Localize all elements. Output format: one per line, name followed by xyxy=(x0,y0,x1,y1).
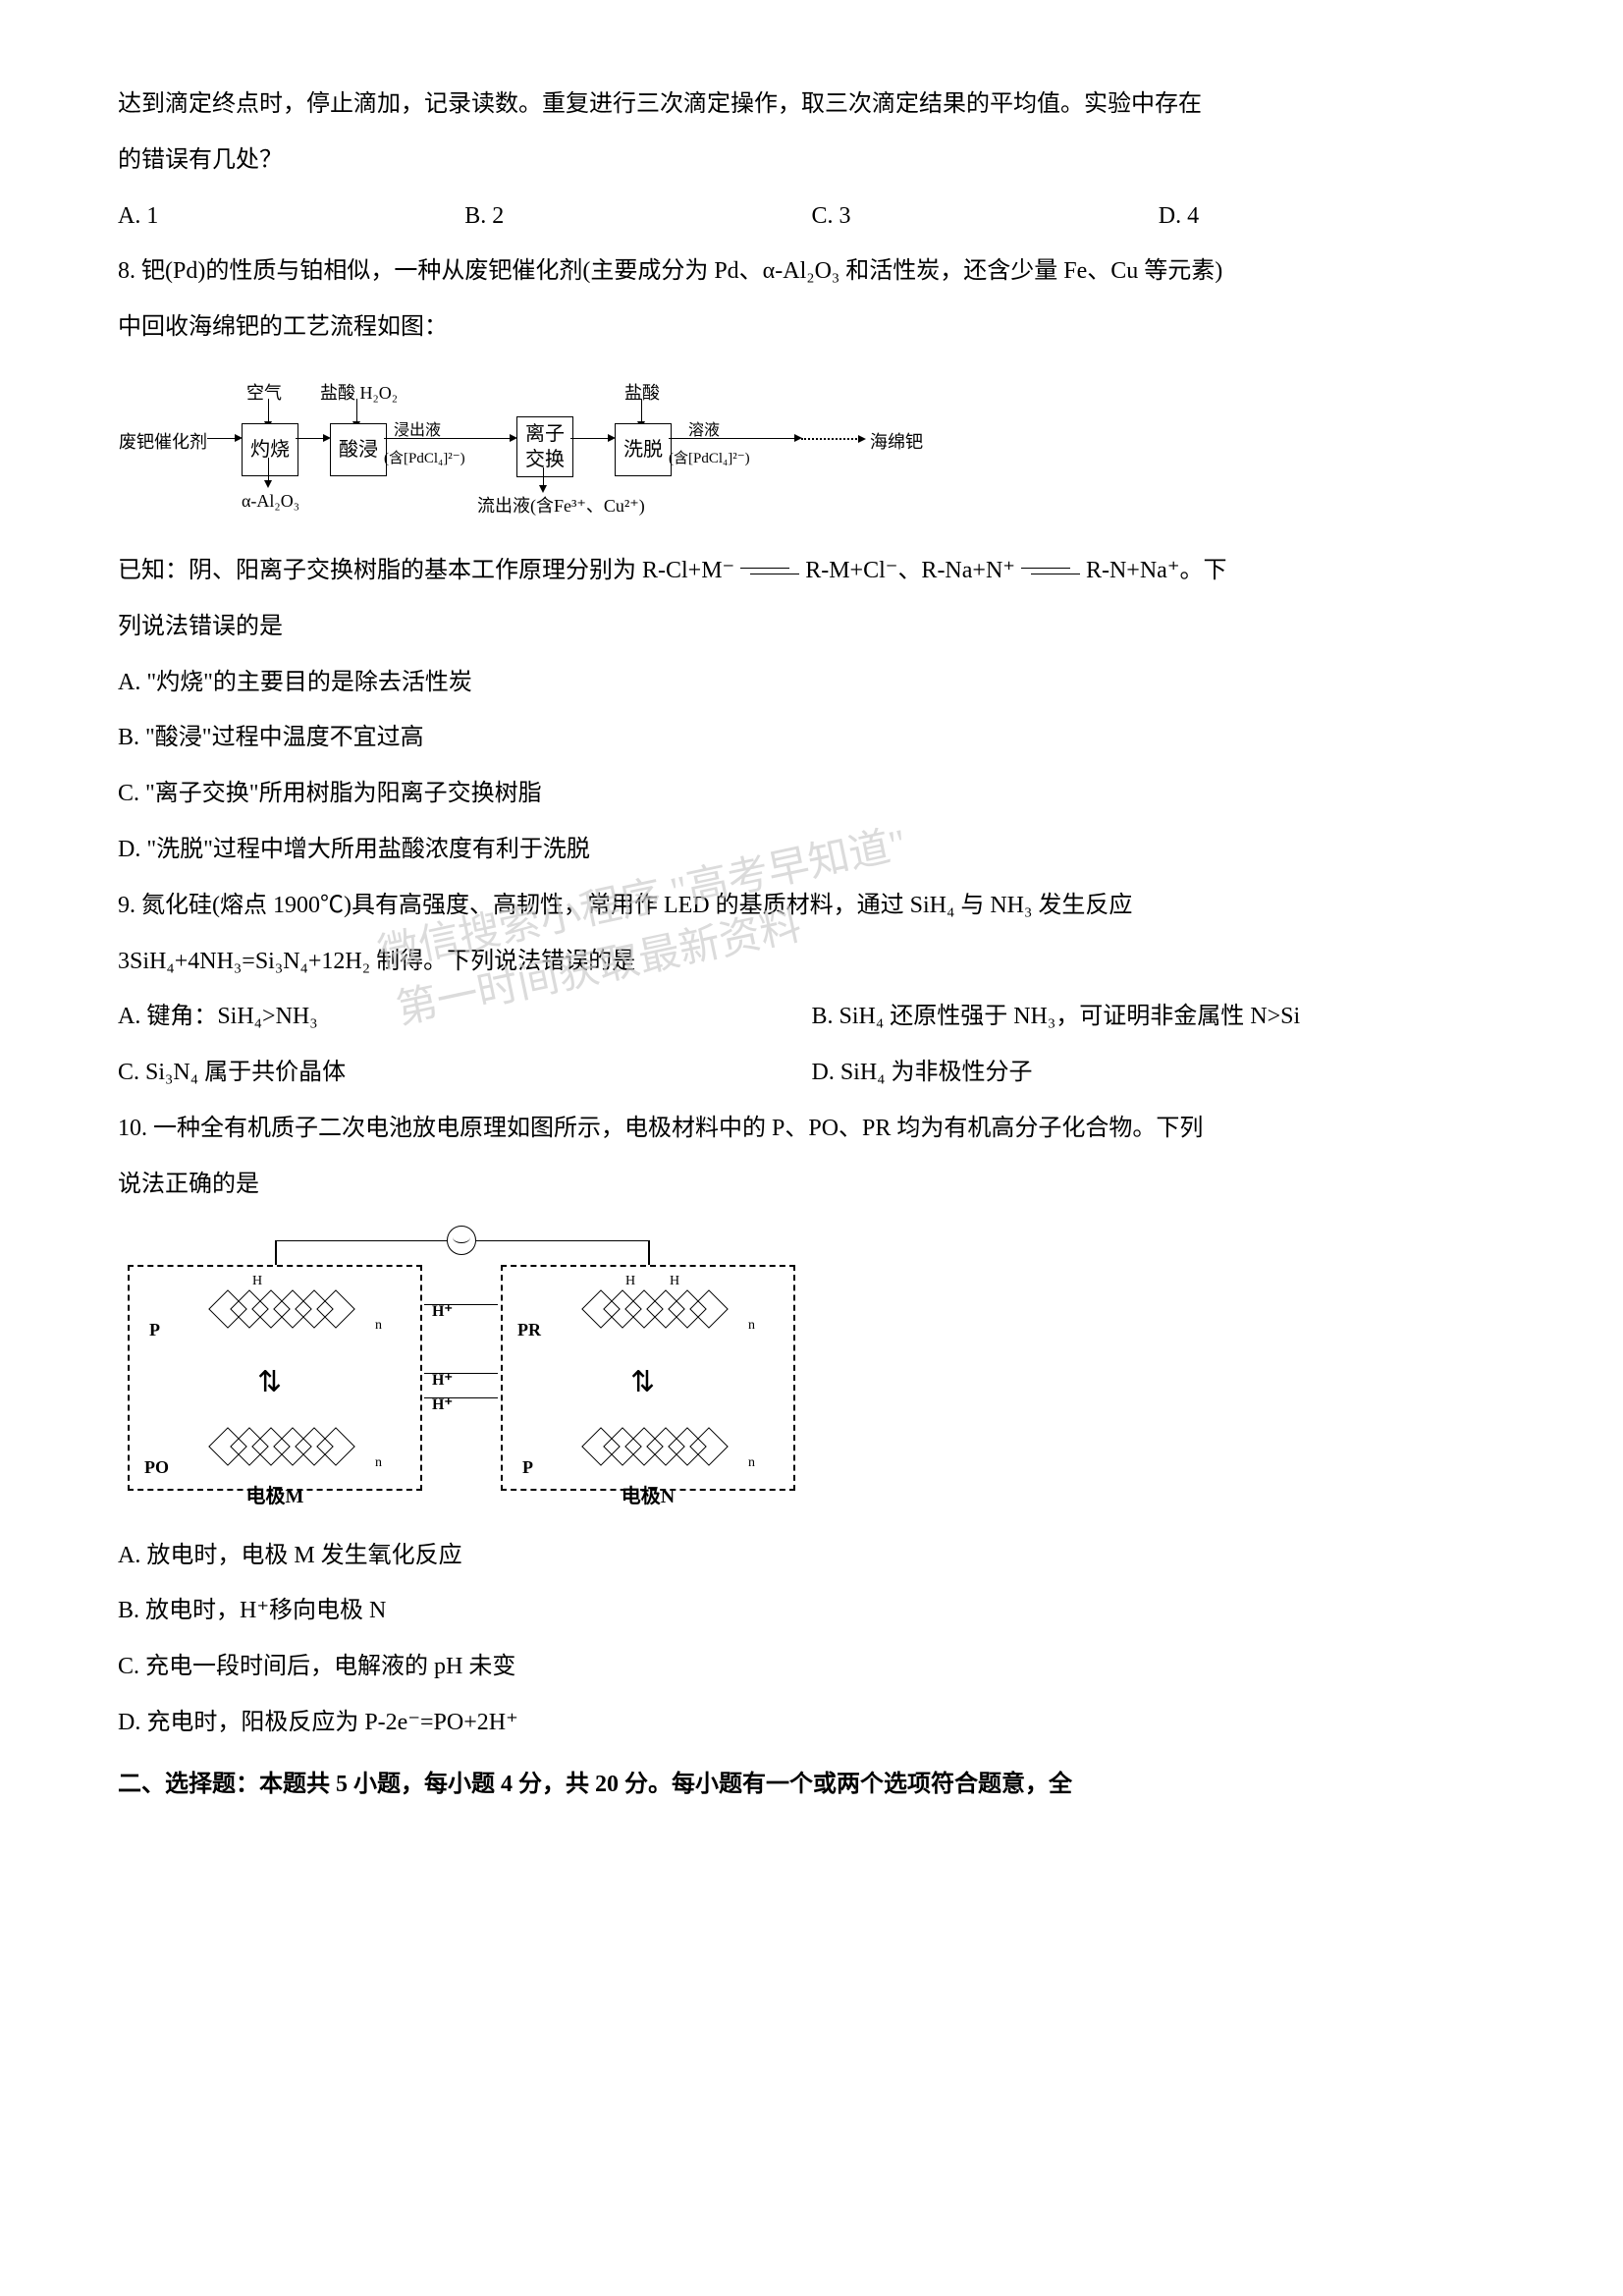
flow-step4-top: 盐酸 xyxy=(624,374,660,413)
mol-p-top xyxy=(149,1282,405,1336)
q9-stem-2: 3SiH₄+4NH₃=Si₃N₄+12H₂ 制得。下列说法错误的是 xyxy=(118,936,1505,988)
q10-option-b: B. 放电时，H⁺移向电极 N xyxy=(118,1585,1505,1637)
q8-flow-diagram: 废钯催化剂 空气 灼烧 α-Al₂O₃ 盐酸 H₂O₂ 酸浸 浸出液 (含[Pd… xyxy=(118,368,1001,525)
hplus-line-1 xyxy=(424,1304,498,1306)
wire-top-right xyxy=(476,1240,648,1242)
q10-option-c: C. 充电一段时间后，电解液的 pH 未变 xyxy=(118,1641,1505,1693)
flow-step4-out2: (含[PdCl₄]²⁻) xyxy=(669,443,750,475)
q9-option-a: A. 键角：SiH₄>NH₃ xyxy=(118,991,812,1043)
q10-option-a: A. 放电时，电极 M 发生氧化反应 xyxy=(118,1530,1505,1582)
electrode-m-label: 电极M xyxy=(130,1475,420,1518)
flow-step2-out2: (含[PdCl₄]²⁻) xyxy=(384,443,465,475)
updown-n: ⇅ xyxy=(630,1350,655,1415)
q8-option-a: A. "灼烧"的主要目的是除去活性炭 xyxy=(118,657,1505,709)
q8-known-4: 列说法错误的是 xyxy=(118,601,1505,653)
flow-step3-btm: 流出液(含Fe³⁺、Cu²⁺) xyxy=(477,487,645,526)
mol-pr-top xyxy=(522,1282,778,1336)
wire-right-down xyxy=(648,1240,650,1265)
arrow-down-3 xyxy=(543,467,544,487)
label-n-1: n xyxy=(375,1311,382,1341)
mol-p-bottom xyxy=(522,1419,778,1473)
q9-row-2: C. Si₃N₄ 属于共价晶体 D. SiH₄ 为非极性分子 xyxy=(118,1047,1505,1099)
intro-line-2: 的错误有几处？ xyxy=(118,135,1505,187)
q9-option-b: B. SiH₄ 还原性强于 NH₃，可证明非金属性 N>Si xyxy=(812,991,1506,1043)
wire-left-down xyxy=(275,1240,277,1265)
electrode-m-box: P H n ⇅ PO n 电极M xyxy=(128,1265,422,1491)
electrode-n-box: PR H H n ⇅ P n 电极N xyxy=(501,1265,795,1491)
flow-step1-top: 空气 xyxy=(246,374,282,413)
q7-option-c: C. 3 xyxy=(812,191,1159,243)
flow-step2: 酸浸 xyxy=(330,423,387,476)
q8-known-1: 已知：阴、阳离子交换树脂的基本工作原理分别为 R-Cl+M⁻ xyxy=(118,558,734,583)
arrow-1 xyxy=(207,438,237,439)
label-n-3: n xyxy=(748,1311,755,1341)
flow-input: 废钯催化剂 xyxy=(119,423,207,463)
q10-stem-2: 说法正确的是 xyxy=(118,1159,1505,1211)
arrow-2 xyxy=(296,438,325,439)
label-h-1: H xyxy=(252,1267,262,1297)
hplus-line-2 xyxy=(424,1373,498,1375)
arrow-down-4 xyxy=(641,399,642,423)
q8-option-b: B. "酸浸"过程中温度不宜过高 xyxy=(118,712,1505,764)
q10-battery-diagram: P H n ⇅ PO n 电极M H⁺ H⁺ H⁺ PR H H n ⇅ xyxy=(118,1226,805,1510)
electrode-n-label: 电极N xyxy=(503,1475,793,1518)
q10-option-d: D. 充电时，阳极反应为 P-2e⁻=PO+2H⁺ xyxy=(118,1697,1505,1749)
q8-known-2: R-M+Cl⁻、R-Na+N⁺ xyxy=(805,558,1015,583)
flow-output: 海绵钯 xyxy=(870,423,923,463)
flow-step3: 离子交换 xyxy=(516,416,573,477)
label-p-1: P xyxy=(149,1311,160,1350)
arrow-down-1b xyxy=(268,458,269,482)
label-h-3: H xyxy=(670,1267,679,1297)
updown-m: ⇅ xyxy=(257,1350,282,1415)
q7-option-a: A. 1 xyxy=(118,191,464,243)
section-2-heading: 二、选择题：本题共 5 小题，每小题 4 分，共 20 分。每小题有一个或两个选… xyxy=(118,1759,1505,1811)
arrow-6 xyxy=(801,438,860,440)
q7-option-d: D. 4 xyxy=(1159,191,1505,243)
q10-stem-1: 10. 一种全有机质子二次电池放电原理如图所示，电极材料中的 P、PO、PR 均… xyxy=(118,1103,1505,1155)
arrow-down-2 xyxy=(356,399,357,423)
q9-stem-1: 9. 氮化硅(熔点 1900℃)具有高强度、高韧性，常用作 LED 的基质材料，… xyxy=(118,880,1505,932)
wire-top-left xyxy=(275,1240,447,1242)
q8-known-3: R-N+Na⁺。下 xyxy=(1086,558,1227,583)
q9-row-1: A. 键角：SiH₄>NH₃ B. SiH₄ 还原性强于 NH₃，可证明非金属性… xyxy=(118,991,1505,1043)
flow-step4: 洗脱 xyxy=(615,423,672,476)
q9-option-d: D. SiH₄ 为非极性分子 xyxy=(812,1047,1506,1099)
intro-line-1: 达到滴定终点时，停止滴加，记录读数。重复进行三次滴定操作，取三次滴定结果的平均值… xyxy=(118,79,1505,131)
arrow-down-1 xyxy=(268,399,269,423)
q8-stem-2: 中回收海绵钯的工艺流程如图： xyxy=(118,301,1505,354)
bulb-icon xyxy=(447,1226,476,1255)
label-h-2: H xyxy=(625,1267,635,1297)
q9-option-c: C. Si₃N₄ 属于共价晶体 xyxy=(118,1047,812,1099)
q8-option-c: C. "离子交换"所用树脂为阳离子交换树脂 xyxy=(118,768,1505,820)
flow-step2-top: 盐酸 H₂O₂ xyxy=(320,374,398,413)
q8-stem-1: 8. 钯(Pd)的性质与铂相似，一种从废钯催化剂(主要成分为 Pd、α-Al₂O… xyxy=(118,246,1505,298)
flow-step1-btm: α-Al₂O₃ xyxy=(242,482,299,521)
hplus-line-3 xyxy=(424,1397,498,1399)
arrow-4 xyxy=(570,438,610,439)
hplus-3: H⁺ xyxy=(432,1388,453,1422)
label-pr: PR xyxy=(517,1311,541,1350)
q7-options-row: A. 1 B. 2 C. 3 D. 4 xyxy=(118,191,1505,243)
q8-known: 已知：阴、阳离子交换树脂的基本工作原理分别为 R-Cl+M⁻ R-M+Cl⁻、R… xyxy=(118,545,1505,597)
mol-po-bottom xyxy=(149,1419,405,1473)
hplus-1: H⁺ xyxy=(432,1294,453,1329)
flow-step1: 灼烧 xyxy=(242,423,298,476)
q7-option-b: B. 2 xyxy=(464,191,811,243)
q8-option-d: D. "洗脱"过程中增大所用盐酸浓度有利于洗脱 xyxy=(118,824,1505,876)
